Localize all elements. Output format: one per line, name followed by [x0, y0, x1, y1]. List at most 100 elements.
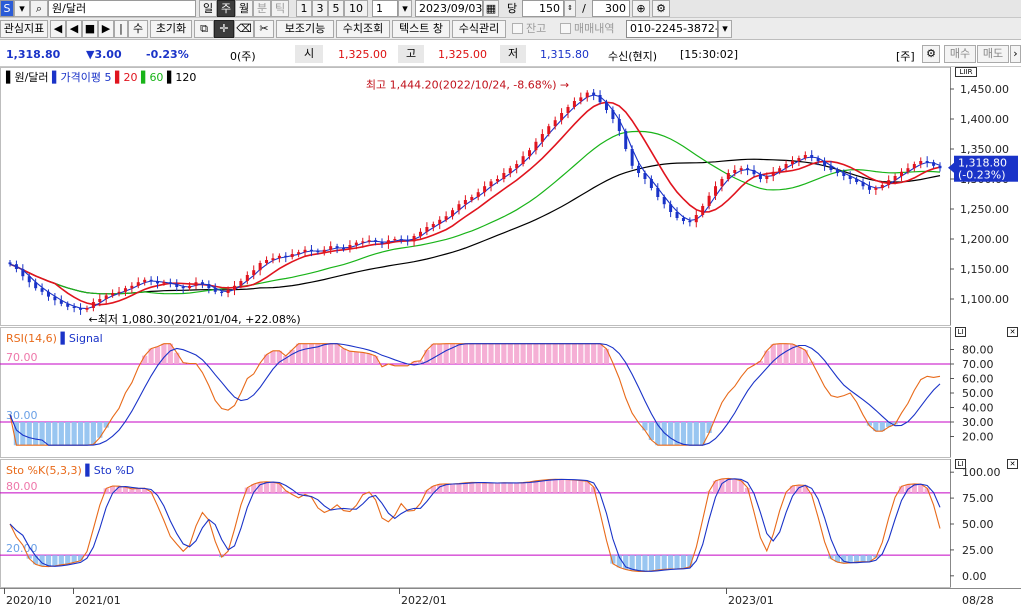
candle-body [842, 173, 846, 176]
candle-body [906, 168, 910, 172]
candle-body [21, 269, 25, 277]
candle-body [919, 161, 923, 164]
balance-checkbox[interactable]: 잔고 [512, 21, 546, 37]
chart-area[interactable]: 1,450.001,400.001,350.001,300.001,250.00… [0, 67, 1021, 607]
symbol-input[interactable]: 원/달러 [48, 0, 196, 17]
formula-manage-button[interactable]: 수식관리 [452, 20, 506, 38]
candle-body [912, 164, 916, 169]
interval-3-button[interactable]: 3 [312, 0, 328, 17]
x-tick-label: 2022/01 [401, 594, 447, 607]
panel-scale-icon[interactable]: LI [955, 327, 966, 337]
toolbar-second: 관심지표 ◀ ◀ ■ ▶ | 수 초기화 ⧉ ✛ ⌫ ✂ 보조기능 수치조회 텍… [0, 18, 1021, 40]
panel-scale-icon[interactable]: LI [955, 459, 966, 469]
copy-icon[interactable]: ⧉ [194, 20, 214, 38]
interest-indicator-button[interactable]: 관심지표 [0, 20, 48, 38]
max-count-input[interactable]: 300 [592, 0, 630, 17]
rsi-y-tick-label: 80.00 [962, 344, 994, 357]
interval-select[interactable]: 1 [372, 0, 398, 17]
candle-body [386, 240, 390, 244]
period-day-button[interactable]: 일 [199, 0, 217, 17]
count-input[interactable]: 150 [522, 0, 564, 17]
scissors-icon[interactable]: ✂ [254, 20, 274, 38]
calendar-icon[interactable]: ▦ [483, 0, 499, 17]
nav-next-button[interactable]: ▶ [98, 20, 114, 38]
su-button[interactable]: 수 [128, 20, 148, 38]
candle-body [765, 176, 769, 179]
sto-y-tick-label: 50.00 [962, 518, 994, 531]
candle-body [431, 224, 435, 227]
chart-canvas[interactable]: 1,450.001,400.001,350.001,300.001,250.00… [0, 67, 1021, 607]
candle-body [726, 173, 730, 179]
rsi-level-high-label: 70.00 [6, 351, 38, 364]
sto-y-tick-label: 25.00 [962, 544, 994, 557]
candle-body [412, 236, 416, 242]
legend-ma-60: ▌60 [140, 71, 164, 84]
current-price-tag [954, 155, 1018, 182]
candle-body [624, 131, 628, 149]
chevron-right-icon[interactable]: › [1010, 45, 1021, 63]
scale-toggle-button[interactable]: LIIR [955, 67, 977, 77]
reset-button[interactable]: 초기화 [150, 20, 192, 38]
rsi-overbought-fill [142, 343, 815, 364]
candle-body [701, 206, 705, 215]
rsi-legend: RSI(14,6) ▌Signal [6, 332, 103, 345]
date-input[interactable]: 2023/09/03 [415, 0, 483, 17]
period-tick-button[interactable]: 틱 [271, 0, 289, 17]
interval-1-button[interactable]: 1 [296, 0, 312, 17]
eraser-icon[interactable]: ⌫ [234, 20, 254, 38]
zoom-icon[interactable]: ⊕ [632, 0, 650, 17]
crosshair-icon[interactable]: ✛ [214, 20, 234, 38]
nav-stop-button[interactable]: ■ [82, 20, 98, 38]
sto-y-tick-label: 100.00 [962, 466, 1001, 479]
assist-function-button[interactable]: 보조기능 [276, 20, 334, 38]
candle-body [123, 288, 127, 292]
period-minute-button[interactable]: 분 [253, 0, 271, 17]
buy-button[interactable]: 매수 [944, 45, 976, 63]
panel-close-icon[interactable]: ✕ [1007, 459, 1018, 469]
candle-body [803, 155, 807, 158]
price-info-bar: 1,318.80 ▼3.00 -0.23% 0(주) 시 1,325.00 고 … [0, 41, 1021, 67]
candle-body [688, 221, 692, 223]
nav-prev-button[interactable]: ◀ [66, 20, 82, 38]
candle-body [470, 197, 474, 200]
candle-body [714, 186, 718, 196]
candle-body [669, 204, 673, 212]
candle-body [418, 231, 422, 236]
period-month-button[interactable]: 월 [235, 0, 253, 17]
candle-body [72, 306, 76, 308]
period-week-button[interactable]: 주 [217, 0, 235, 17]
nav-first-button[interactable]: ◀ [50, 20, 66, 38]
x-tick-label: 2023/01 [728, 594, 774, 607]
gear-icon[interactable]: ⚙ [922, 45, 940, 63]
candle-body [399, 239, 403, 241]
candle-body [771, 171, 775, 176]
candle-body [367, 240, 371, 242]
candle-body [483, 186, 487, 193]
candle-body [592, 92, 596, 95]
search-icon[interactable]: ⌕ [30, 0, 48, 17]
candle-body [874, 188, 878, 190]
candle-body [880, 185, 884, 188]
gear-icon[interactable]: ⚙ [652, 0, 670, 17]
sto-d-line [9, 478, 941, 572]
text-window-button[interactable]: 텍스트 창 [392, 20, 450, 38]
candle-body [258, 263, 262, 271]
candle-body [707, 195, 711, 206]
candle-body [34, 282, 38, 289]
trade-history-checkbox[interactable]: 매매내역 [560, 21, 614, 37]
panel-close-icon[interactable]: ✕ [1007, 327, 1018, 337]
chevron-down-icon[interactable]: ▾ [14, 0, 30, 17]
interval-10-button[interactable]: 10 [344, 0, 368, 17]
stepper-icon[interactable]: ⇕ [564, 0, 576, 17]
candle-body [104, 295, 108, 299]
numeric-query-button[interactable]: 수치조회 [336, 20, 390, 38]
sell-button[interactable]: 매도 [977, 45, 1009, 63]
account-select[interactable]: 010-2245-3872-0 [626, 20, 718, 38]
low-label: 저 [500, 45, 526, 63]
x-last-label: 08/28 [962, 594, 994, 607]
menu-icon[interactable]: S [0, 0, 14, 17]
chevron-down-icon[interactable]: ▾ [718, 20, 732, 38]
interval-5-button[interactable]: 5 [328, 0, 344, 17]
chevron-down-icon[interactable]: ▾ [398, 0, 412, 17]
candle-body [265, 260, 269, 263]
